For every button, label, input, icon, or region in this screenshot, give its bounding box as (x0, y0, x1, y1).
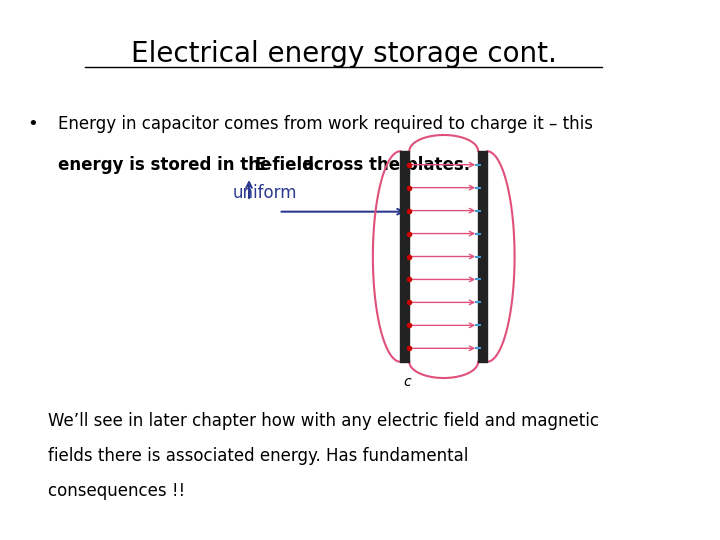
Text: uniform: uniform (233, 185, 297, 202)
Text: Energy in capacitor comes from work required to charge it – this: Energy in capacitor comes from work requ… (58, 115, 593, 133)
Text: •: • (27, 115, 38, 133)
Text: E-field: E-field (255, 156, 315, 174)
Bar (478, 151, 487, 362)
Text: consequences !!: consequences !! (48, 482, 185, 501)
Text: Electrical energy storage cont.: Electrical energy storage cont. (131, 40, 557, 68)
Text: c: c (403, 375, 410, 389)
Text: across the plates.: across the plates. (297, 156, 470, 174)
Text: fields there is associated energy. Has fundamental: fields there is associated energy. Has f… (48, 447, 469, 465)
Text: We’ll see in later chapter how with any electric field and magnetic: We’ll see in later chapter how with any … (48, 412, 599, 430)
Bar (400, 151, 410, 362)
Text: energy is stored in the: energy is stored in the (58, 156, 278, 174)
